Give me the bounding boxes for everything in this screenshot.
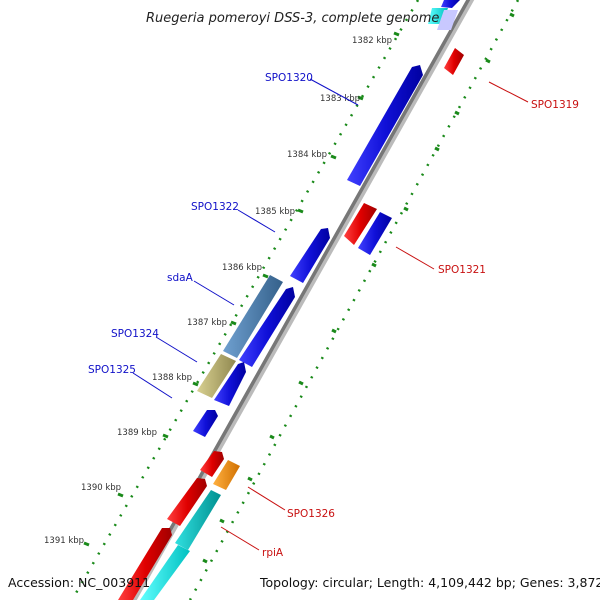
outer-tick-track	[70, 0, 420, 600]
gene-label-sdaA[interactable]: sdaA	[167, 272, 194, 284]
gene-spo1322[interactable]	[290, 228, 330, 283]
gene-label-spo1321[interactable]: SPO1321	[438, 264, 486, 276]
tick-label: 1384 kbp	[287, 150, 327, 160]
tick-label: 1385 kbp	[255, 207, 295, 217]
gene-rpiA[interactable]	[175, 490, 221, 550]
tick-label: 1388 kbp	[152, 373, 192, 383]
major-tick-marks	[83, 31, 400, 547]
gene-arrow-forward[interactable]	[437, 10, 458, 30]
tick-label: 1386 kbp	[222, 263, 262, 273]
gene-arrow-reverse[interactable]	[140, 545, 190, 600]
map-title: Ruegeria pomeroyi DSS-3, complete genome	[146, 11, 439, 26]
tick-label: 1387 kbp	[187, 318, 227, 328]
gene-arrow-forward[interactable]	[118, 528, 172, 600]
gene-label-spo1320[interactable]: SPO1320	[265, 72, 313, 84]
gene-label-rpiA[interactable]: rpiA	[262, 547, 284, 559]
tick-label: 1382 kbp	[352, 36, 392, 46]
inner-tick-marks	[202, 12, 515, 564]
gene-spo1321-red[interactable]	[344, 203, 377, 245]
tick-label: 1391 kbp	[44, 536, 84, 546]
tick-label: 1390 kbp	[81, 483, 121, 493]
gene-label-spo1325[interactable]: SPO1325	[88, 364, 136, 376]
gene-spo1320[interactable]	[347, 65, 423, 186]
tick-label: 1383 kbp	[320, 94, 360, 104]
forward-strand-genes	[118, 0, 460, 600]
label-leader-lines	[132, 78, 529, 551]
gene-spo1321-blue[interactable]	[358, 212, 392, 255]
tick-label: 1389 kbp	[117, 428, 157, 438]
gene-spo1319[interactable]	[444, 48, 464, 75]
gene-spo1326[interactable]	[213, 460, 240, 490]
gene-label-spo1322[interactable]: SPO1322	[191, 201, 239, 213]
gene-arrow-forward[interactable]	[214, 362, 246, 406]
reverse-strand-genes	[140, 48, 464, 600]
gene-arrow-forward[interactable]	[200, 451, 224, 477]
gene-arrow-forward[interactable]	[239, 287, 295, 367]
gene-arrow-forward[interactable]	[167, 478, 207, 526]
topology-text: Topology: circular; Length: 4,109,442 bp…	[259, 575, 600, 590]
gene-arrow-forward[interactable]	[441, 0, 460, 8]
gene-label-spo1326[interactable]: SPO1326	[287, 508, 335, 520]
gene-sdaA[interactable]	[223, 275, 283, 358]
gene-spo1325[interactable]	[193, 410, 218, 437]
accession-text: Accession: NC_003911	[8, 575, 150, 590]
gene-spo1324[interactable]	[197, 354, 236, 398]
gene-label-spo1324[interactable]: SPO1324	[111, 328, 159, 340]
gene-label-spo1319[interactable]: SPO1319	[531, 99, 579, 111]
inner-tick-track	[188, 0, 520, 600]
